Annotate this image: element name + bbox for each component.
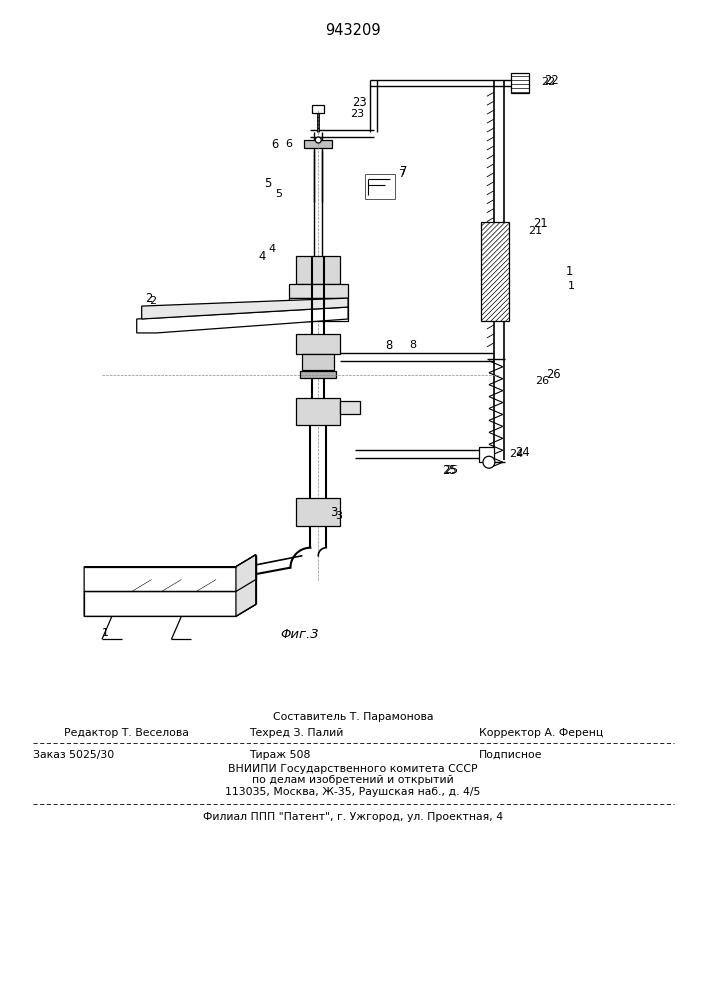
Bar xyxy=(303,354,334,370)
Text: 21: 21 xyxy=(534,217,548,230)
Text: Филиал ППП "Патент", г. Ужгород, ул. Проектная, 4: Филиал ППП "Патент", г. Ужгород, ул. Про… xyxy=(203,812,503,822)
Polygon shape xyxy=(236,555,256,616)
Text: 4: 4 xyxy=(269,244,276,254)
Text: 4: 4 xyxy=(259,250,266,263)
Text: 21: 21 xyxy=(529,227,543,236)
Text: 3: 3 xyxy=(330,506,337,519)
Text: 24: 24 xyxy=(515,446,530,459)
Bar xyxy=(510,73,529,93)
Text: Заказ 5025/30: Заказ 5025/30 xyxy=(33,750,114,760)
Circle shape xyxy=(483,456,495,468)
Text: 1: 1 xyxy=(568,281,575,291)
Text: 8: 8 xyxy=(409,340,416,350)
Text: ВНИИПИ Государственного комитета СССР: ВНИИПИ Государственного комитета СССР xyxy=(228,764,478,774)
Text: 943209: 943209 xyxy=(325,23,381,38)
Bar xyxy=(365,174,395,199)
Bar xyxy=(479,447,494,462)
Text: Тираж 508: Тираж 508 xyxy=(249,750,310,760)
Bar xyxy=(305,140,332,148)
Bar xyxy=(296,256,340,284)
Text: 26: 26 xyxy=(547,368,561,381)
Text: Редактор Т. Веселова: Редактор Т. Веселова xyxy=(64,728,189,738)
Text: Φиг.3: Φиг.3 xyxy=(281,628,319,641)
Text: Техред З. Палий: Техред З. Палий xyxy=(249,728,343,738)
Circle shape xyxy=(315,137,321,143)
Text: 5: 5 xyxy=(264,177,271,190)
Text: 22: 22 xyxy=(544,74,559,87)
Text: 5: 5 xyxy=(276,189,283,199)
Text: 25: 25 xyxy=(443,464,457,477)
Polygon shape xyxy=(141,298,348,319)
Bar xyxy=(312,105,325,113)
Polygon shape xyxy=(84,580,256,616)
Text: 24: 24 xyxy=(509,449,523,459)
Text: 1: 1 xyxy=(566,265,573,278)
Text: 6: 6 xyxy=(286,139,293,149)
Text: 25: 25 xyxy=(444,465,458,475)
Text: 22: 22 xyxy=(542,77,556,87)
Text: 6: 6 xyxy=(271,138,279,151)
Text: 1: 1 xyxy=(102,628,109,638)
Bar xyxy=(288,284,348,298)
Text: Подписное: Подписное xyxy=(479,750,542,760)
Bar xyxy=(296,398,340,425)
Bar xyxy=(340,401,360,414)
Text: 23: 23 xyxy=(350,109,364,119)
Text: 23: 23 xyxy=(352,96,367,109)
Text: Составитель Т. Парамонова: Составитель Т. Парамонова xyxy=(273,712,433,722)
Bar xyxy=(296,334,340,354)
Text: 7: 7 xyxy=(399,165,407,178)
Text: по делам изобретений и открытий: по делам изобретений и открытий xyxy=(252,775,454,785)
Text: 7: 7 xyxy=(397,169,405,179)
Text: 26: 26 xyxy=(536,376,549,386)
Bar xyxy=(300,371,336,378)
Text: 8: 8 xyxy=(386,339,393,352)
Bar xyxy=(481,222,509,321)
Polygon shape xyxy=(288,298,348,321)
Text: 2: 2 xyxy=(150,296,157,306)
Text: 2: 2 xyxy=(145,292,152,305)
Text: 113035, Москва, Ж-35, Раушская наб., д. 4/5: 113035, Москва, Ж-35, Раушская наб., д. … xyxy=(226,787,481,797)
Text: Корректор А. Ференц: Корректор А. Ференц xyxy=(479,728,603,738)
Polygon shape xyxy=(136,307,348,333)
Polygon shape xyxy=(84,555,256,591)
Text: 3: 3 xyxy=(335,511,342,521)
Bar xyxy=(296,498,340,526)
